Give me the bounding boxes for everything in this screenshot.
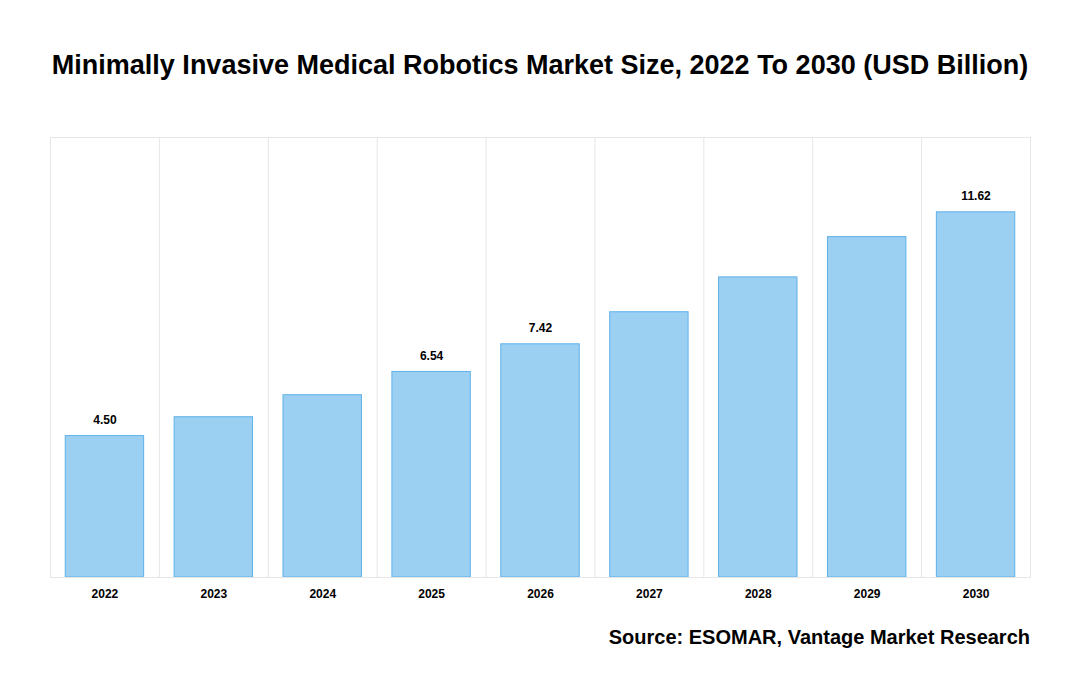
svg-text:7.42: 7.42: [529, 321, 553, 335]
html-text:Minimally Invasive Medical Rob: Minimally Invasive Medical Robotics Mark…: [51, 50, 1029, 80]
html-text:Source: ESOMAR, Vantage Market: Source: ESOMAR, Vantage Market Research: [608, 626, 1030, 648]
svg-text:2024: 2024: [309, 587, 336, 601]
svg-text:2022: 2022: [92, 587, 119, 601]
svg-text:11.62: 11.62: [961, 189, 991, 203]
svg-text:2029: 2029: [854, 587, 881, 601]
svg-text:2028: 2028: [745, 587, 772, 601]
svg-text:2030: 2030: [963, 587, 990, 601]
svg-text:2023: 2023: [200, 587, 227, 601]
svg-text:6.54: 6.54: [420, 349, 444, 363]
svg-text:4.50: 4.50: [93, 413, 117, 427]
svg-text:2027: 2027: [636, 587, 663, 601]
svg-text:2026: 2026: [527, 587, 554, 601]
svg-text:2025: 2025: [418, 587, 445, 601]
